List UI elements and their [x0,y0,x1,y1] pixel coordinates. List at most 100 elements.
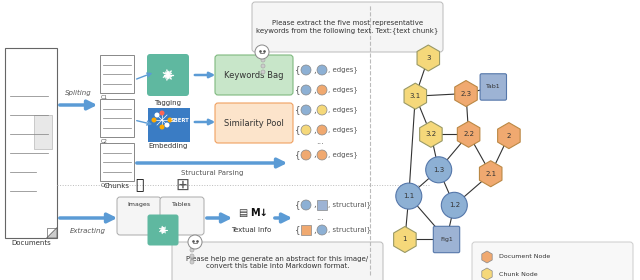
FancyBboxPatch shape [215,55,293,95]
Bar [317,200,327,210]
Text: ,: , [313,200,316,209]
Polygon shape [498,123,520,149]
Text: Fig1: Fig1 [440,237,453,242]
Polygon shape [47,228,57,238]
Text: 1.2: 1.2 [449,202,460,208]
Text: SBERT: SBERT [171,118,189,123]
Circle shape [317,150,327,160]
Text: {: { [295,66,300,74]
Circle shape [188,235,202,249]
Circle shape [159,125,164,129]
Text: Please help me generate an abstract for this image/
convert this table into Mark: Please help me generate an abstract for … [186,256,369,269]
Text: 3.1: 3.1 [410,93,421,99]
FancyBboxPatch shape [252,2,443,52]
Circle shape [168,118,173,123]
Text: 🖼: 🖼 [135,178,143,192]
Text: , structural}: , structural} [328,202,371,208]
FancyBboxPatch shape [480,74,506,100]
Polygon shape [394,227,416,253]
Polygon shape [479,161,502,187]
Text: Tables: Tables [172,202,192,207]
Text: C2: C2 [101,139,108,144]
Circle shape [301,200,311,210]
FancyBboxPatch shape [100,55,134,93]
Text: {: { [295,106,300,115]
Text: ,: , [313,125,316,134]
FancyBboxPatch shape [148,108,190,142]
Text: ...: ... [316,213,324,223]
Text: ,: , [313,85,316,95]
Text: , edges}: , edges} [328,152,358,158]
Circle shape [301,125,311,135]
FancyBboxPatch shape [100,99,134,137]
Text: Chunk Node: Chunk Node [499,272,538,277]
FancyBboxPatch shape [172,242,383,280]
Text: 3.2: 3.2 [426,131,436,137]
Circle shape [317,125,327,135]
Circle shape [261,70,265,74]
Circle shape [317,85,327,95]
Text: Embedding: Embedding [148,143,188,149]
Text: Cn: Cn [101,183,108,188]
Text: 1.1: 1.1 [403,193,415,199]
Text: {: { [295,125,300,134]
Circle shape [317,105,327,115]
Text: Please extract the five most representative
keywords from the following text. Te: Please extract the five most representat… [256,20,438,34]
Text: Structural Parsing: Structural Parsing [181,170,243,176]
Text: Chunks: Chunks [104,183,130,189]
Text: ...: ... [316,137,324,146]
Bar [301,225,311,235]
Text: ▤: ▤ [238,208,248,218]
Circle shape [301,85,311,95]
Polygon shape [455,81,477,106]
Circle shape [317,225,327,235]
Circle shape [317,65,327,75]
Circle shape [152,118,157,123]
Circle shape [301,150,311,160]
Text: ,: , [313,106,316,115]
Circle shape [261,58,265,62]
FancyBboxPatch shape [100,143,134,181]
Text: C1: C1 [101,95,108,100]
Text: ,: , [313,66,316,74]
Text: Keywords Bag: Keywords Bag [224,71,284,80]
Polygon shape [404,83,426,109]
Text: , edges}: , edges} [328,87,358,93]
Text: , edges}: , edges} [328,107,358,113]
FancyBboxPatch shape [147,214,179,246]
Polygon shape [458,121,480,147]
Circle shape [255,45,269,59]
Text: Images: Images [127,202,150,207]
Circle shape [261,64,265,68]
Text: , edges}: , edges} [328,127,358,133]
Polygon shape [482,268,492,280]
FancyBboxPatch shape [215,103,293,143]
Circle shape [396,183,422,209]
Text: 2.2: 2.2 [463,131,474,137]
Circle shape [190,254,194,258]
Circle shape [301,65,311,75]
Circle shape [301,105,311,115]
Text: Extracting: Extracting [70,228,106,234]
Text: M↓: M↓ [250,208,268,218]
Circle shape [426,157,452,183]
Circle shape [154,113,159,118]
Text: Documents: Documents [11,240,51,246]
FancyBboxPatch shape [472,242,633,280]
Text: {: { [295,225,300,235]
Text: 3: 3 [426,55,431,61]
Circle shape [164,123,170,127]
Polygon shape [482,251,492,263]
FancyBboxPatch shape [117,197,161,235]
Text: , structural}: , structural} [328,227,371,233]
Text: Similarity Pool: Similarity Pool [224,118,284,127]
FancyBboxPatch shape [433,226,460,253]
FancyBboxPatch shape [160,197,204,235]
Text: {: { [295,151,300,160]
Text: 2.1: 2.1 [485,171,496,177]
Polygon shape [417,45,440,71]
Text: 1: 1 [403,237,407,242]
Text: , edges}: , edges} [328,67,358,73]
Text: Textual Info: Textual Info [231,227,271,233]
Text: {: { [295,200,300,209]
